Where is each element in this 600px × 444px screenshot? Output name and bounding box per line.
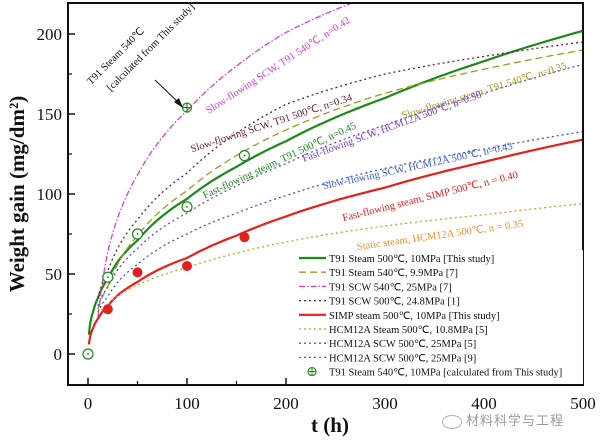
series-line-4 <box>87 138 583 345</box>
data-point <box>132 267 143 278</box>
series-line-7 <box>97 63 583 307</box>
legend-label: HCM12A SCW 500℃, 25MPa [5] <box>329 339 476 350</box>
data-point-center <box>87 353 89 355</box>
watermark-text: 材料科学与工程 <box>466 414 565 429</box>
legend-box <box>292 250 583 384</box>
legend-label: HCM12A Steam 500℃, 10.8MPa [5] <box>329 325 488 336</box>
series-line-3 <box>97 41 583 299</box>
watermark: 材料科学与工程 <box>442 410 564 429</box>
x-axis-title: t (h) <box>311 413 349 437</box>
series-line-1 <box>97 49 583 310</box>
legend-label: T91 Steam 540℃, 9.9MPa [7] <box>329 268 458 279</box>
data-point-center <box>243 154 246 157</box>
y-tick-label: 50 <box>45 265 62 284</box>
data-point-center <box>136 233 139 235</box>
callout-arrow <box>154 79 181 105</box>
legend-symbol-cross <box>308 367 316 376</box>
y-axis-title: Weight gain (mg/dm²) <box>5 96 29 292</box>
data-point <box>182 261 192 271</box>
legend-label: T91 Steam 540℃, 10MPa [calculated from T… <box>329 368 562 379</box>
y-tick-label: 200 <box>37 25 63 44</box>
legend-label: T91 SCW 540℃, 25MPa [7] <box>329 282 452 293</box>
series-line-6 <box>97 130 583 313</box>
legend-label: T91 SCW 500℃, 24.8MPa [1] <box>329 297 460 308</box>
legend: T91 Steam 500℃, 10MPa [This study] T91 St… <box>292 250 583 384</box>
data-point-center <box>186 205 188 208</box>
y-tick-label: 0 <box>54 345 63 364</box>
y-tick-label: 100 <box>37 185 63 204</box>
annotation-7: Static steam, HCM12A 500℃, n = 0.35 <box>356 219 524 253</box>
data-point <box>239 232 250 243</box>
x-tick-label: 100 <box>174 394 200 413</box>
x-tick-label: 0 <box>84 394 93 413</box>
x-tick-label: 200 <box>273 394 299 413</box>
y-tick-label: 150 <box>37 105 63 124</box>
data-point-center <box>106 276 109 279</box>
calculated-point-cross <box>182 103 192 113</box>
x-tick-label: 500 <box>570 394 596 413</box>
legend-label: HCM12A SCW 500℃, 25MPa [9] <box>329 353 476 364</box>
x-tick-label: 300 <box>372 394 398 413</box>
x-tick-label: 400 <box>471 394 497 413</box>
wechat-icon <box>442 414 462 429</box>
callout-arrowhead <box>174 98 183 108</box>
series-line-0 <box>87 29 583 335</box>
legend-label: T91 Steam 500℃, 10MPa [This study] <box>329 254 494 265</box>
legend-label: SIMP steam 500℃, 10MPa [This study] <box>329 311 500 322</box>
data-point <box>102 304 113 315</box>
